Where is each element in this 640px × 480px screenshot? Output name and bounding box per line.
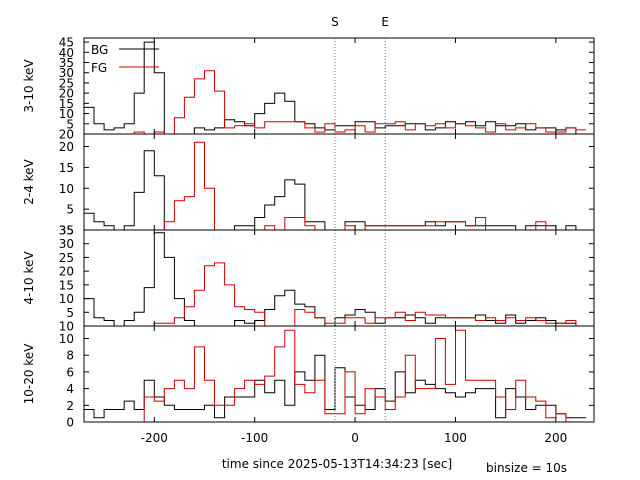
panel-1-ytick-label: 35 bbox=[59, 56, 74, 70]
panel-1-bottom-tick-label: 20 bbox=[59, 128, 74, 142]
panel-3-bottom-tick-label: 10 bbox=[59, 320, 74, 334]
binsize-label: binsize = 10s bbox=[486, 461, 567, 475]
panel-1-ytick-label: 25 bbox=[59, 76, 74, 90]
x-tick-label: -100 bbox=[241, 431, 268, 445]
panel-3-series-fg bbox=[84, 262, 586, 326]
panel-2-ylabel: 2-4 keV bbox=[22, 158, 36, 204]
time-markers: S E bbox=[331, 15, 389, 29]
panel-2-ytick-label: 5 bbox=[66, 203, 74, 217]
panel-4-ytick-label: 6 bbox=[66, 365, 74, 379]
panel-3-ytick-label: 15 bbox=[59, 278, 74, 292]
panel-1-series-fg bbox=[84, 70, 586, 134]
panel-2-ytick-label: 15 bbox=[59, 161, 74, 175]
panel-4-ytick-label: 10 bbox=[59, 332, 74, 346]
panel-1-ytick-label: 30 bbox=[59, 66, 74, 80]
panel-3-ytick-label: 20 bbox=[59, 265, 74, 279]
panel-4: 0 2 4 6 8 10 10-20 keV bbox=[22, 325, 595, 430]
panel-3-series-bg bbox=[84, 232, 586, 326]
panel-1-ytick-label: 10 bbox=[59, 107, 74, 121]
legend: BG FG bbox=[91, 43, 159, 75]
panel-2-ytick-label: 20 bbox=[59, 140, 74, 154]
marker-e-label: E bbox=[381, 15, 389, 29]
x-tick-label: 0 bbox=[351, 431, 359, 445]
panel-2-ytick-label: 10 bbox=[59, 182, 74, 196]
panel-2-bottom-tick-label: 35 bbox=[59, 224, 74, 238]
panel-3-ytick-label: 10 bbox=[59, 292, 74, 306]
panel-3-ytick-label: 25 bbox=[59, 251, 74, 265]
panel-3-ytick-label: 5 bbox=[66, 306, 74, 320]
x-axis-label: time since 2025-05-13T14:34:23 [sec] bbox=[222, 457, 452, 471]
panel-2-series-bg bbox=[84, 150, 586, 230]
panel-4-ytick-label: 0 bbox=[66, 416, 74, 430]
x-tick-label: 100 bbox=[444, 431, 467, 445]
panel-4-series-bg bbox=[84, 354, 586, 419]
panel-1-ytick-label: 45 bbox=[59, 36, 74, 50]
panel-4-series-fg bbox=[84, 329, 586, 422]
panel-4-frame bbox=[83, 325, 595, 423]
panel-2-series-fg bbox=[84, 141, 586, 230]
legend-fg-label: FG bbox=[91, 61, 107, 75]
x-tick-label: -200 bbox=[141, 431, 168, 445]
panel-4-ytick-label: 4 bbox=[66, 382, 74, 396]
panel-4-ytick-label: 2 bbox=[66, 399, 74, 413]
panel-1-ytick-label: 15 bbox=[59, 97, 74, 111]
panel-4-ylabel: 10-20 keV bbox=[22, 343, 36, 405]
panel-1-ytick-label: 20 bbox=[59, 87, 74, 101]
panel-1-ytick-label: 5 bbox=[66, 117, 74, 131]
marker-s-label: S bbox=[331, 15, 339, 29]
panel-1-ylabel: 3-10 keV bbox=[22, 59, 36, 113]
panel-3-ylabel: 4-10 keV bbox=[22, 251, 36, 305]
x-tick-label: 200 bbox=[544, 431, 567, 445]
panel-1-ytick-label: 40 bbox=[59, 46, 74, 60]
panel-4-ytick-label: 8 bbox=[66, 349, 74, 363]
legend-bg-label: BG bbox=[91, 43, 108, 57]
panel-3-ytick-label: 30 bbox=[59, 237, 74, 251]
panel-3-ytick-label: 35 bbox=[59, 224, 74, 238]
